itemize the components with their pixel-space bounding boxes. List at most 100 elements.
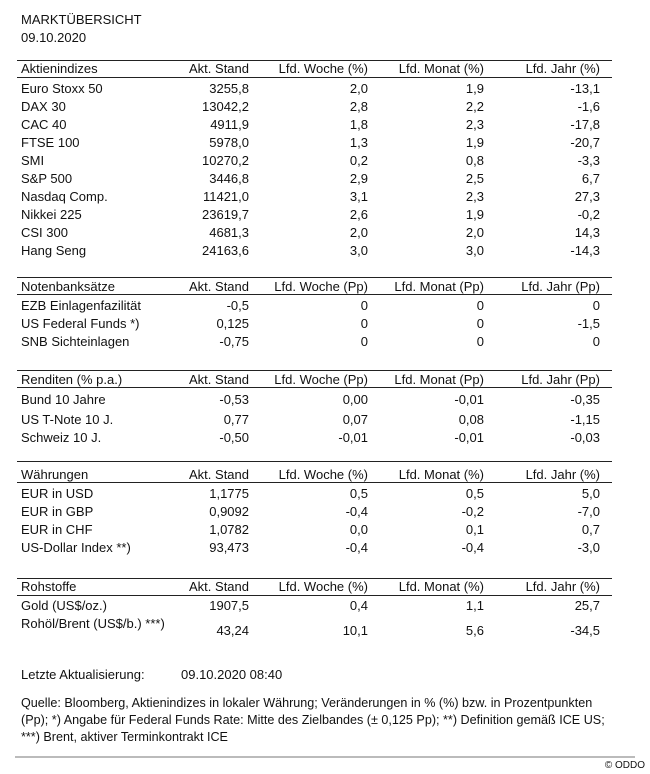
cell-akt-stand: 24163,6 [202, 243, 249, 258]
cell-name: US Federal Funds *) [21, 316, 140, 331]
cell-akt-stand: 1,1775 [209, 486, 249, 501]
table-top-divider [17, 60, 612, 61]
header-akt-stand: Akt. Stand [189, 579, 249, 594]
cell-name: Nasdaq Comp. [21, 189, 108, 204]
cell-lfd-monat: -0,2 [461, 504, 484, 519]
header-lfd-jahr: Lfd. Jahr (%) [525, 467, 600, 482]
header-divider [17, 595, 612, 596]
cell-akt-stand: 13042,2 [202, 99, 249, 114]
cell-akt-stand: 0,125 [216, 316, 249, 331]
header-akt-stand: Akt. Stand [189, 279, 249, 294]
cell-akt-stand: 1,0782 [209, 522, 249, 537]
cell-name: Nikkei 225 [21, 207, 82, 222]
cell-lfd-monat: 5,6 [465, 623, 484, 638]
page-title: MARKTÜBERSICHT [21, 12, 142, 27]
cell-lfd-jahr: -7,0 [577, 504, 600, 519]
table-top-divider [17, 370, 612, 371]
cell-akt-stand: -0,53 [219, 392, 249, 407]
cell-lfd-jahr: 6,7 [581, 171, 600, 186]
cell-name: FTSE 100 [21, 135, 80, 150]
cell-lfd-monat: 1,9 [465, 207, 484, 222]
cell-akt-stand: -0,5 [226, 298, 249, 313]
cell-name: Gold (US$/oz.) [21, 598, 107, 613]
cell-lfd-monat: 2,0 [465, 225, 484, 240]
cell-lfd-woche: 0,2 [349, 153, 368, 168]
cell-name: EUR in CHF [21, 522, 93, 537]
header-name: Notenbanksätze [21, 279, 115, 294]
cell-lfd-woche: 2,0 [349, 81, 368, 96]
cell-lfd-jahr: 0 [592, 298, 600, 313]
header-lfd-jahr: Lfd. Jahr (Pp) [521, 372, 600, 387]
cell-akt-stand: 23619,7 [202, 207, 249, 222]
cell-lfd-woche: -0,4 [345, 540, 368, 555]
cell-name: S&P 500 [21, 171, 73, 186]
cell-lfd-monat: 0,5 [465, 486, 484, 501]
cell-lfd-woche: 10,1 [342, 623, 368, 638]
cell-lfd-jahr: -1,5 [577, 316, 600, 331]
copyright: © ODDO [604, 760, 645, 771]
cell-lfd-woche: 2,8 [349, 99, 368, 114]
cell-name: SMI [21, 153, 45, 168]
header-lfd-jahr: Lfd. Jahr (%) [525, 61, 600, 76]
cell-lfd-jahr: -0,2 [577, 207, 600, 222]
cell-lfd-jahr: -1,15 [570, 412, 600, 427]
cell-name: DAX 30 [21, 99, 66, 114]
cell-lfd-woche: 0,00 [342, 392, 368, 407]
cell-lfd-jahr: 5,0 [581, 486, 600, 501]
page-date: 09.10.2020 [21, 30, 87, 45]
cell-lfd-monat: -0,4 [461, 540, 484, 555]
cell-akt-stand: 0,9092 [209, 504, 249, 519]
cell-akt-stand: 1907,5 [209, 598, 249, 613]
cell-akt-stand: 43,24 [216, 623, 249, 638]
cell-akt-stand: -0,75 [219, 334, 249, 349]
header-akt-stand: Akt. Stand [189, 467, 249, 482]
cell-lfd-woche: 0,5 [349, 486, 368, 501]
cell-lfd-monat: 0,1 [465, 522, 484, 537]
cell-akt-stand: 11421,0 [202, 189, 249, 204]
cell-lfd-monat: 3,0 [465, 243, 484, 258]
header-lfd-jahr: Lfd. Jahr (Pp) [521, 279, 600, 294]
cell-name: Rohöl/Brent (US$/b.) ***) [21, 616, 165, 631]
cell-lfd-woche: 3,1 [349, 189, 368, 204]
header-name: Renditen (% p.a.) [21, 372, 123, 387]
cell-akt-stand: -0,50 [219, 430, 249, 445]
cell-lfd-jahr: 25,7 [574, 598, 600, 613]
header-name: Rohstoffe [21, 579, 77, 594]
cell-lfd-jahr: -14,3 [570, 243, 600, 258]
header-name: Währungen [21, 467, 89, 482]
cell-lfd-jahr: -0,35 [570, 392, 600, 407]
cell-lfd-jahr: -3,0 [577, 540, 600, 555]
cell-name: EUR in USD [21, 486, 94, 501]
cell-lfd-jahr: 0 [592, 334, 600, 349]
cell-lfd-woche: 1,8 [349, 117, 368, 132]
header-lfd-monat: Lfd. Monat (Pp) [394, 279, 484, 294]
header-lfd-woche: Lfd. Woche (%) [278, 579, 368, 594]
cell-lfd-monat: 1,9 [465, 81, 484, 96]
footer-divider [15, 756, 635, 758]
cell-lfd-monat: 1,9 [465, 135, 484, 150]
last-update-label: Letzte Aktualisierung: [21, 667, 145, 682]
cell-lfd-monat: 1,1 [465, 598, 484, 613]
cell-lfd-monat: 0 [476, 298, 484, 313]
cell-akt-stand: 4911,9 [210, 117, 249, 132]
cell-lfd-jahr: -20,7 [570, 135, 600, 150]
header-akt-stand: Akt. Stand [189, 372, 249, 387]
cell-akt-stand: 0,77 [223, 412, 249, 427]
cell-lfd-monat: 2,2 [465, 99, 484, 114]
header-lfd-jahr: Lfd. Jahr (%) [525, 579, 600, 594]
cell-name: Euro Stoxx 50 [21, 81, 103, 96]
cell-name: EZB Einlagenfazilität [21, 298, 141, 313]
header-divider [17, 482, 612, 483]
header-divider [17, 77, 612, 78]
header-lfd-monat: Lfd. Monat (%) [398, 61, 484, 76]
header-lfd-monat: Lfd. Monat (Pp) [394, 372, 484, 387]
cell-lfd-woche: 0,07 [342, 412, 368, 427]
cell-akt-stand: 3255,8 [209, 81, 249, 96]
header-akt-stand: Akt. Stand [189, 61, 249, 76]
cell-lfd-monat: 0,8 [465, 153, 484, 168]
cell-lfd-woche: 0,4 [349, 598, 368, 613]
cell-lfd-jahr: -17,8 [570, 117, 600, 132]
cell-lfd-woche: 0 [360, 298, 368, 313]
cell-name: Bund 10 Jahre [21, 392, 106, 407]
